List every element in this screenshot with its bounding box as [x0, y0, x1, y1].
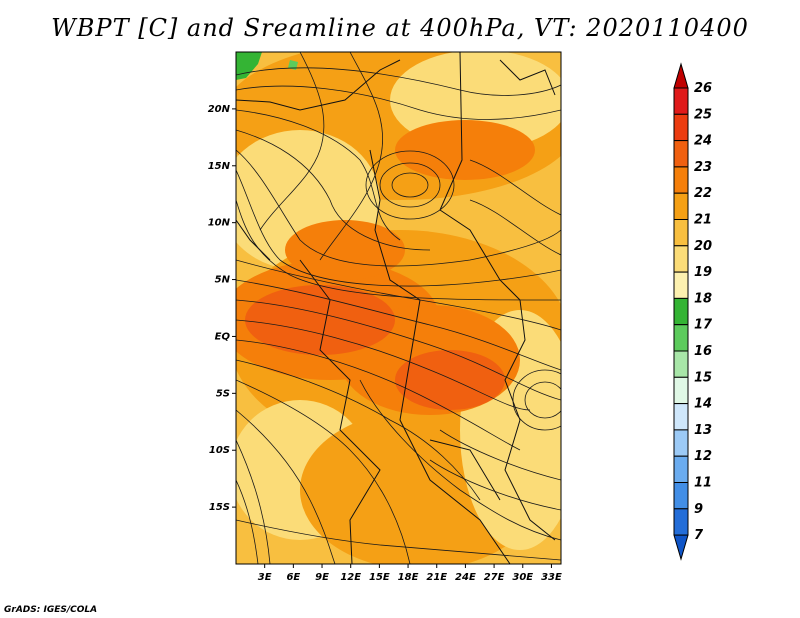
- lon-tick-label: 21E: [426, 572, 447, 583]
- wbpt-shading: [236, 52, 561, 564]
- lon-tick-label: 24E: [455, 572, 476, 583]
- colorbar-label: 19: [694, 265, 712, 280]
- colorbar-label: 12: [694, 449, 712, 464]
- colorbar-label: 14: [694, 397, 712, 412]
- lon-tick-label: 9E: [315, 572, 329, 583]
- grads-credit: GrADS: IGES/COLA: [4, 605, 98, 615]
- colorbar-label: 16: [694, 344, 712, 359]
- lon-tick-label: 33E: [541, 572, 562, 583]
- lon-tick-label: 30E: [512, 572, 533, 583]
- colorbar-segment: [673, 166, 689, 194]
- colorbar-segment: [673, 350, 689, 378]
- colorbar-label: 7: [694, 528, 704, 543]
- colorbar-segment: [673, 508, 689, 536]
- colorbar-label: 26: [694, 81, 712, 96]
- latitude-axis: 20N 15N 10N 5N EQ 5S 10S 15S: [208, 104, 236, 513]
- lat-tick-label: 10S: [209, 445, 230, 456]
- lat-tick-label: 10N: [208, 218, 231, 229]
- colorbar-segment: [673, 192, 689, 220]
- colorbar-label: 21: [694, 213, 712, 228]
- longitude-axis: 3E 6E 9E 12E 15E 18E 21E 24E 27E 30E 33E: [258, 564, 562, 583]
- lat-tick-label: EQ: [215, 331, 231, 342]
- colorbar-label: 11: [694, 476, 712, 491]
- colorbar-label: 25: [694, 107, 712, 122]
- lon-tick-label: 3E: [258, 572, 272, 583]
- colorbar-label: 23: [694, 160, 712, 175]
- colorbar-label: 18: [694, 291, 712, 306]
- colorbar-segment: [673, 429, 689, 457]
- colorbar-label: 20: [694, 239, 712, 254]
- lon-tick-label: 15E: [369, 572, 390, 583]
- colorbar: 26 25 24 23 22 21 20 19 18 17 16 15 14 13 12 11 9 7: [673, 62, 713, 561]
- colorbar-segment: [673, 140, 689, 168]
- colorbar-segment: [673, 297, 689, 326]
- chart-title: WBPT [C] and Sreamline at 400hPa, VT: 20…: [51, 14, 749, 42]
- colorbar-segment: [673, 376, 689, 405]
- colorbar-segment: [673, 219, 689, 247]
- streamlines: [236, 52, 561, 564]
- colorbar-segment: [673, 455, 689, 484]
- lat-tick-label: 20N: [208, 104, 231, 115]
- colorbar-bottom-arrow: [673, 534, 689, 561]
- colorbar-label: 15: [694, 370, 712, 385]
- lon-tick-label: 12E: [340, 572, 361, 583]
- colorbar-segment: [673, 324, 689, 352]
- colorbar-label: 22: [694, 186, 712, 201]
- colorbar-segment: [673, 482, 689, 510]
- lat-tick-label: 15S: [209, 502, 230, 513]
- colorbar-segment: [673, 403, 689, 431]
- colorbar-segment: [673, 271, 689, 299]
- colorbar-label: 17: [694, 318, 713, 333]
- colorbar-label: 9: [694, 502, 703, 517]
- map-frame: [235, 51, 562, 565]
- colorbar-top-arrow: [673, 62, 689, 89]
- lat-tick-label: 5S: [216, 388, 230, 399]
- colorbar-label: 13: [694, 423, 712, 438]
- colorbar-segment: [673, 113, 689, 142]
- colorbar-segment: [673, 245, 689, 273]
- lon-tick-label: 18E: [398, 572, 419, 583]
- colorbar-segment: [673, 87, 689, 115]
- political-boundaries: [236, 52, 556, 564]
- lon-tick-label: 6E: [286, 572, 300, 583]
- lat-tick-label: 5N: [215, 275, 231, 286]
- lat-tick-label: 15N: [208, 161, 231, 172]
- lon-tick-label: 27E: [484, 572, 505, 583]
- colorbar-label: 24: [694, 134, 712, 149]
